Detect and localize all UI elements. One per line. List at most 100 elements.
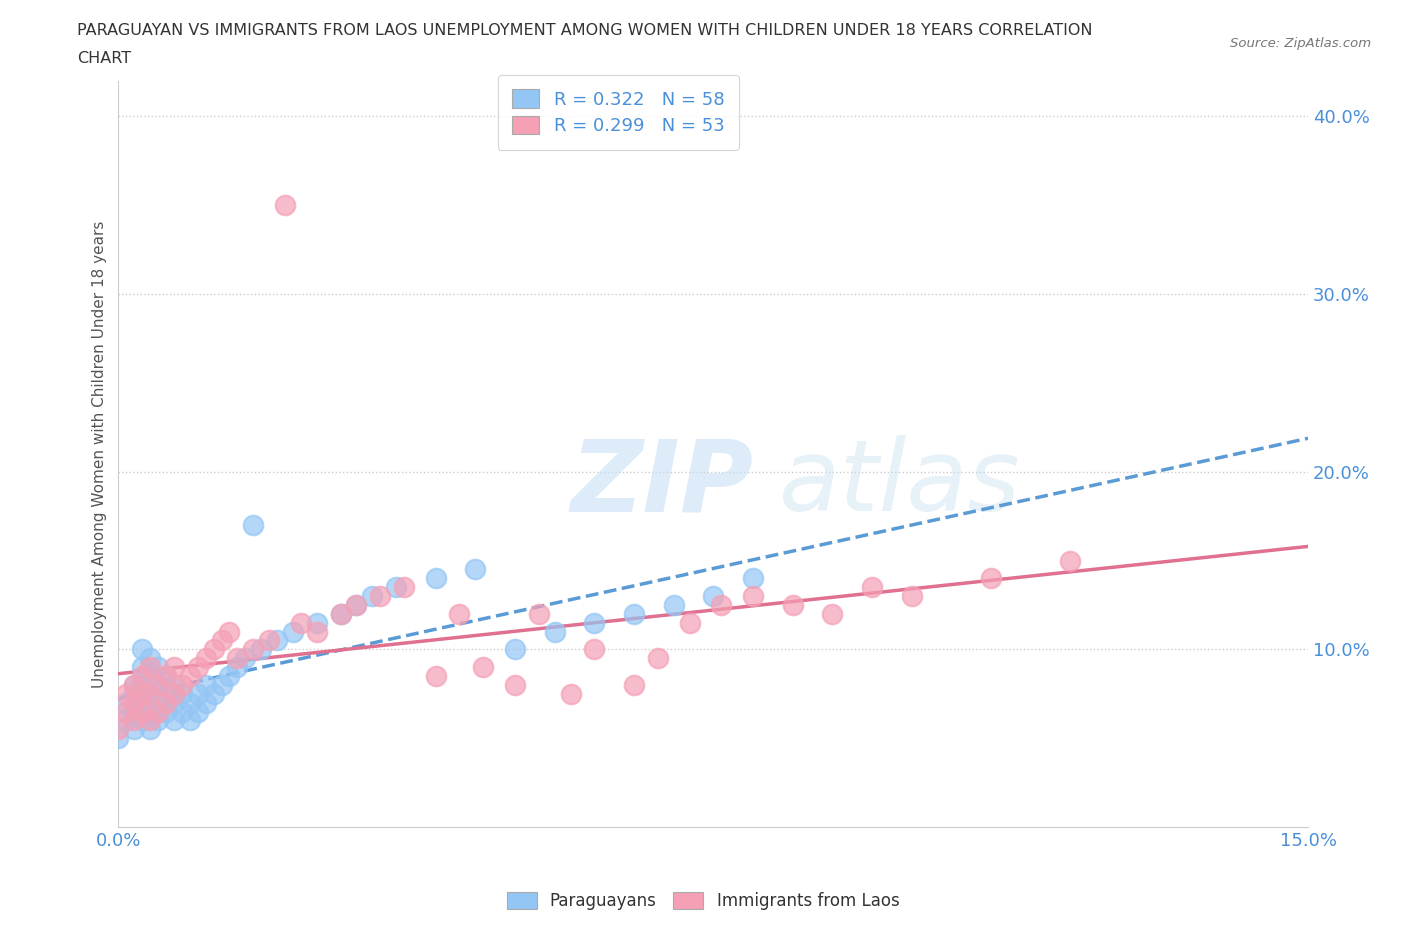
Point <box>163 713 186 728</box>
Point <box>155 686 177 701</box>
Point <box>583 642 606 657</box>
Point <box>146 704 169 719</box>
Text: PARAGUAYAN VS IMMIGRANTS FROM LAOS UNEMPLOYMENT AMONG WOMEN WITH CHILDREN UNDER : PARAGUAYAN VS IMMIGRANTS FROM LAOS UNEMP… <box>77 23 1092 38</box>
Point <box>425 669 447 684</box>
Point <box>194 651 217 666</box>
Point <box>139 722 162 737</box>
Point <box>146 677 169 692</box>
Point <box>107 722 129 737</box>
Point <box>202 686 225 701</box>
Point <box>124 677 146 692</box>
Point <box>131 642 153 657</box>
Point <box>503 677 526 692</box>
Point <box>583 616 606 631</box>
Point <box>155 669 177 684</box>
Point <box>242 642 264 657</box>
Point <box>710 597 733 612</box>
Legend: R = 0.322   N = 58, R = 0.299   N = 53: R = 0.322 N = 58, R = 0.299 N = 53 <box>498 74 738 150</box>
Point <box>527 606 550 621</box>
Point <box>226 659 249 674</box>
Point <box>139 713 162 728</box>
Point <box>544 624 567 639</box>
Point <box>678 616 700 631</box>
Point <box>385 579 408 594</box>
Point <box>139 659 162 674</box>
Point <box>742 589 765 604</box>
Point <box>344 597 367 612</box>
Point <box>305 616 328 631</box>
Text: CHART: CHART <box>77 51 131 66</box>
Point <box>250 642 273 657</box>
Point <box>1059 553 1081 568</box>
Point <box>163 696 186 711</box>
Point <box>305 624 328 639</box>
Point <box>647 651 669 666</box>
Point <box>131 669 153 684</box>
Point <box>146 677 169 692</box>
Point <box>211 677 233 692</box>
Point <box>170 677 193 692</box>
Point <box>163 659 186 674</box>
Point <box>155 669 177 684</box>
Point <box>782 597 804 612</box>
Point <box>464 562 486 577</box>
Point <box>329 606 352 621</box>
Point <box>124 686 146 701</box>
Point <box>329 606 352 621</box>
Point <box>821 606 844 621</box>
Point <box>139 686 162 701</box>
Point <box>187 659 209 674</box>
Point <box>139 704 162 719</box>
Point <box>218 669 240 684</box>
Point <box>218 624 240 639</box>
Point <box>392 579 415 594</box>
Point <box>242 517 264 532</box>
Point <box>139 651 162 666</box>
Point <box>146 696 169 711</box>
Point <box>155 704 177 719</box>
Point <box>742 571 765 586</box>
Point <box>233 651 256 666</box>
Point <box>702 589 724 604</box>
Point <box>187 686 209 701</box>
Point <box>202 642 225 657</box>
Point <box>179 713 201 728</box>
Point <box>131 659 153 674</box>
Point <box>187 704 209 719</box>
Point <box>179 669 201 684</box>
Point <box>266 633 288 648</box>
Point <box>361 589 384 604</box>
Point <box>503 642 526 657</box>
Point <box>155 696 177 711</box>
Point <box>115 696 138 711</box>
Point <box>425 571 447 586</box>
Point <box>131 686 153 701</box>
Point <box>860 579 883 594</box>
Point <box>449 606 471 621</box>
Point <box>900 589 922 604</box>
Point <box>662 597 685 612</box>
Point <box>980 571 1002 586</box>
Text: Source: ZipAtlas.com: Source: ZipAtlas.com <box>1230 37 1371 50</box>
Point <box>344 597 367 612</box>
Point <box>623 606 645 621</box>
Point <box>211 633 233 648</box>
Point <box>115 713 138 728</box>
Point <box>124 704 146 719</box>
Point <box>146 659 169 674</box>
Point <box>290 616 312 631</box>
Point <box>124 722 146 737</box>
Point <box>368 589 391 604</box>
Point <box>131 677 153 692</box>
Point <box>107 731 129 746</box>
Point <box>115 686 138 701</box>
Point <box>163 686 186 701</box>
Point <box>124 677 146 692</box>
Legend: Paraguayans, Immigrants from Laos: Paraguayans, Immigrants from Laos <box>501 885 905 917</box>
Point <box>281 624 304 639</box>
Point <box>131 704 153 719</box>
Point <box>194 677 217 692</box>
Point <box>257 633 280 648</box>
Point <box>170 686 193 701</box>
Point <box>194 696 217 711</box>
